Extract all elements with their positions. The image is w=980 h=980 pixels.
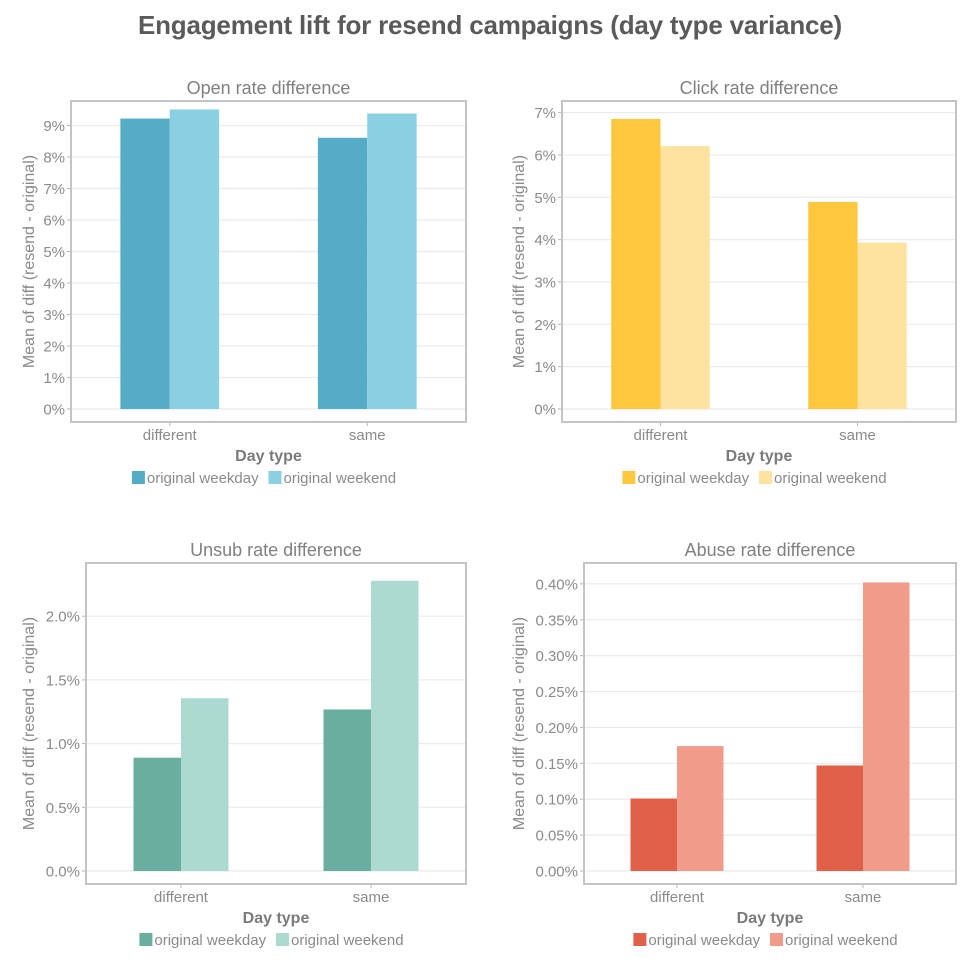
legend-swatch (622, 471, 636, 484)
x-tick-label: different (143, 427, 198, 444)
panel-frame (85, 562, 467, 885)
x-tick-label: same (353, 889, 390, 906)
y-tick-label: 0.30% (535, 648, 578, 665)
legend-swatch (276, 933, 289, 946)
panel-title: Open rate difference (187, 78, 351, 98)
y-axis-title: Mean of diff (resend - original) (21, 155, 38, 368)
x-axis-title: Day type (235, 448, 302, 465)
y-tick-label: 5% (534, 190, 556, 207)
legend-label: original weekend (785, 932, 898, 949)
y-tick-label: 0.0% (46, 864, 80, 881)
legend-swatch (759, 471, 772, 484)
y-tick-label: 0.35% (535, 612, 578, 629)
bar-different-original-weekday (630, 798, 677, 871)
panel-open-rate: Open rate difference 0% 1% 2% 3% 4% 5% 6% 7% 8% 9%… (21, 78, 467, 487)
legend-label: original weekday (648, 932, 760, 949)
y-tick-label: 4% (43, 275, 65, 292)
y-tick-label: 0.25% (535, 684, 578, 701)
y-tick-label: 0.05% (535, 828, 578, 845)
legend: original weekday original weekend (139, 932, 404, 949)
bar-different-original-weekday (611, 118, 661, 410)
y-tick-label: 6% (43, 212, 65, 229)
x-tick-label: different (650, 889, 705, 906)
y-tick-label: 0.20% (535, 720, 578, 737)
panel-frame (70, 100, 467, 423)
panel-title: Unsub rate difference (190, 540, 362, 560)
legend-label: original weekend (291, 932, 404, 949)
y-tick-label: 1.0% (46, 736, 80, 753)
panel-abuse-rate: Abuse rate difference 0.00% 0.05% 0.10% 0.15… (511, 540, 957, 949)
y-tick-label: 0.00% (535, 864, 578, 881)
y-tick-label: 0.40% (535, 576, 578, 593)
y-tick-label: 5% (43, 244, 65, 261)
bar-same-original-weekend (863, 582, 910, 871)
y-axis-title: Mean of diff (resend - original) (21, 617, 38, 830)
y-tick-label: 0.5% (46, 800, 80, 817)
legend-label: original weekday (147, 470, 259, 487)
y-tick-label: 1% (534, 359, 556, 376)
bar-different-original-weekday (133, 757, 181, 871)
y-axis-title: Mean of diff (resend - original) (511, 617, 528, 830)
legend: original weekday original weekend (622, 470, 887, 487)
legend-label: original weekday (154, 932, 266, 949)
x-tick-label: different (154, 889, 209, 906)
legend-label: original weekday (637, 470, 749, 487)
legend: original weekday original weekend (633, 932, 898, 949)
y-tick-label: 4% (534, 232, 556, 249)
panel-click-rate: Click rate difference 0% 1% 2% 3% 4% 5% 6% 7% dif… (511, 78, 957, 487)
x-axis-title: Day type (726, 448, 793, 465)
bar-different-original-weekend (169, 109, 220, 409)
y-tick-label: 0.15% (535, 756, 578, 773)
panel-title: Abuse rate difference (685, 540, 856, 560)
y-tick-label: 1.5% (46, 672, 80, 689)
figure-title: Engagement lift for resend campaigns (da… (137, 10, 842, 40)
legend-label: original weekend (774, 470, 887, 487)
y-tick-label: 2% (43, 338, 65, 355)
y-tick-label: 7% (43, 181, 65, 198)
bar-same-original-weekend (367, 113, 417, 409)
y-tick-label: 0% (534, 402, 556, 419)
x-tick-label: same (845, 889, 882, 906)
bar-same-original-weekday (816, 765, 863, 871)
y-tick-label: 0% (43, 402, 65, 419)
bar-same-original-weekday (317, 137, 368, 409)
x-axis-title: Day type (737, 910, 804, 927)
legend-label: original weekend (284, 470, 397, 487)
panel-frame (583, 562, 957, 885)
y-tick-label: 1% (43, 370, 65, 387)
legend-swatch (139, 933, 153, 946)
legend-swatch (131, 471, 145, 484)
legend-swatch (633, 933, 647, 946)
y-tick-label: 2% (534, 317, 556, 334)
legend-swatch (268, 471, 282, 484)
y-tick-label: 3% (534, 274, 556, 291)
panel-frame (561, 100, 957, 423)
y-tick-label: 2.0% (46, 609, 80, 626)
panel-title: Click rate difference (680, 78, 839, 98)
legend-swatch (770, 933, 783, 946)
x-tick-label: different (634, 427, 689, 444)
bar-same-original-weekend (857, 242, 907, 409)
bar-same-original-weekday (808, 201, 858, 409)
y-tick-label: 3% (43, 307, 65, 324)
y-tick-label: 8% (43, 149, 65, 166)
y-axis-title: Mean of diff (resend - original) (511, 155, 528, 368)
x-tick-label: same (349, 427, 386, 444)
bar-different-original-weekend (181, 698, 229, 871)
x-axis-title: Day type (243, 910, 310, 927)
bar-same-original-weekend (371, 580, 419, 871)
y-tick-label: 0.10% (535, 792, 578, 809)
legend: original weekday original weekend (131, 470, 397, 487)
panel-unsub-rate: Unsub rate difference 0.0% 0.5% 1.0% 1.5% 2.0… (21, 540, 467, 949)
y-tick-label: 7% (534, 105, 556, 122)
bar-different-original-weekend (660, 146, 710, 409)
bar-different-original-weekday (120, 118, 170, 409)
y-tick-label: 9% (43, 118, 65, 135)
bar-same-original-weekday (323, 709, 371, 871)
bar-different-original-weekend (677, 746, 724, 871)
x-tick-label: same (839, 427, 876, 444)
y-tick-label: 6% (534, 147, 556, 164)
